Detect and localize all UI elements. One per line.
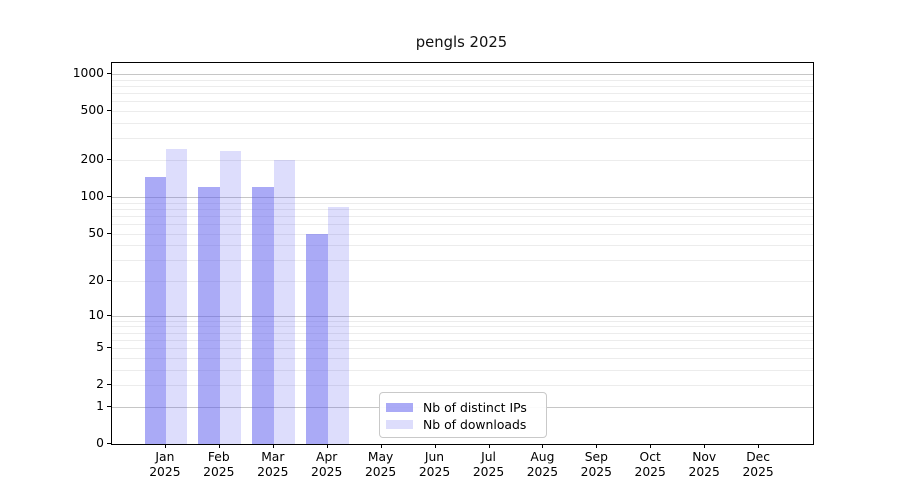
- x-tick-label: Feb 2025: [203, 450, 235, 479]
- y-tick-mark: [107, 347, 111, 349]
- x-tick-label: Mar 2025: [257, 450, 289, 479]
- x-tick-mark: [272, 444, 274, 448]
- y-tick-mark: [107, 73, 111, 74]
- x-tick-label: Jan 2025: [149, 450, 181, 479]
- x-tick-label: Dec 2025: [742, 450, 774, 479]
- gridline-minor: [112, 385, 813, 387]
- x-tick-label: Sep 2025: [580, 450, 612, 479]
- gridline-minor: [112, 260, 813, 262]
- y-tick-label: 100: [80, 188, 104, 203]
- gridline-minor: [112, 101, 813, 103]
- legend-label: Nb of downloads: [423, 416, 527, 432]
- gridline-minor: [112, 111, 813, 113]
- x-tick-label: May 2025: [364, 450, 397, 479]
- bar-distinct-ips-feb: [198, 187, 220, 444]
- gridline-minor: [112, 348, 813, 350]
- y-tick-mark: [107, 314, 111, 316]
- y-tick-mark: [107, 384, 111, 386]
- y-tick-mark: [107, 405, 111, 407]
- y-tick-mark: [107, 280, 111, 281]
- y-tick-mark: [107, 232, 111, 234]
- gridline-minor: [112, 223, 813, 225]
- bar-downloads-feb: [219, 151, 242, 444]
- plot-area: Nb of distinct IPs Nb of downloads: [111, 62, 814, 445]
- bar-distinct-ips-jan: [144, 177, 166, 444]
- y-tick-label: 10: [88, 307, 104, 322]
- legend-swatch-downloads: [386, 419, 413, 429]
- bar-downloads-mar: [273, 160, 296, 444]
- bar-distinct-ips-apr: [306, 233, 328, 444]
- x-tick-mark: [488, 444, 490, 448]
- legend: Nb of distinct IPs Nb of downloads: [379, 392, 547, 438]
- y-tick-label: 200: [80, 152, 104, 166]
- gridline-minor: [112, 320, 813, 322]
- y-tick-label: 1000: [72, 66, 104, 80]
- gridline-minor: [112, 326, 813, 328]
- x-tick-mark: [650, 444, 652, 448]
- x-tick-mark: [218, 444, 220, 448]
- y-tick-mark: [107, 159, 111, 160]
- x-tick-label: Nov 2025: [688, 450, 720, 479]
- y-tick-label: 0: [96, 436, 104, 450]
- y-tick-mark: [107, 443, 111, 444]
- gridline-minor: [112, 245, 813, 247]
- bar-downloads-apr: [327, 206, 350, 444]
- gridline-minor: [112, 93, 813, 95]
- gridline-minor: [112, 281, 813, 282]
- x-tick-mark: [542, 444, 544, 448]
- gridline-major: [112, 315, 813, 317]
- gridline-minor: [112, 369, 813, 371]
- gridline-minor: [112, 357, 813, 359]
- x-tick-label: Oct 2025: [634, 450, 666, 479]
- x-tick-mark: [326, 444, 328, 448]
- legend-swatch-distinct-ips: [386, 402, 413, 412]
- x-tick-mark: [434, 444, 436, 448]
- x-tick-mark: [596, 444, 598, 448]
- legend-label: Nb of distinct IPs: [423, 399, 527, 415]
- y-tick-label: 50: [88, 225, 104, 240]
- x-tick-label: Apr 2025: [311, 450, 343, 479]
- y-tick-mark: [107, 110, 111, 112]
- gridline-major: [112, 74, 813, 75]
- y-tick-label: 2: [96, 377, 104, 392]
- x-tick-label: Jul 2025: [472, 450, 505, 479]
- bar-downloads-jan: [165, 149, 188, 444]
- x-tick-mark: [164, 444, 166, 448]
- y-tick-label: 5: [96, 340, 104, 355]
- x-tick-label: Jun 2025: [418, 450, 451, 479]
- gridline-minor: [112, 233, 813, 235]
- y-tick-mark: [107, 195, 111, 197]
- gridline-minor: [112, 339, 813, 341]
- gridline-minor: [112, 123, 813, 124]
- gridline-minor: [112, 86, 813, 87]
- legend-entry: Nb of distinct IPs: [386, 399, 538, 415]
- gridline-minor: [112, 208, 813, 210]
- gridline-minor: [112, 332, 813, 334]
- x-tick-mark: [704, 444, 706, 448]
- y-tick-label: 20: [88, 273, 104, 287]
- x-tick-label: Aug 2025: [526, 450, 559, 479]
- gridline-minor: [112, 202, 813, 204]
- gridline-minor: [112, 160, 813, 161]
- legend-entry: Nb of downloads: [386, 416, 538, 432]
- x-tick-mark: [380, 444, 382, 448]
- gridline-minor: [112, 138, 813, 140]
- bar-distinct-ips-mar: [252, 187, 274, 444]
- gridline-minor: [112, 215, 813, 217]
- y-tick-label: 500: [80, 103, 104, 118]
- chart-title: pengls 2025: [415, 34, 508, 51]
- y-tick-label: 1: [96, 398, 104, 413]
- gridline-minor: [112, 79, 813, 81]
- gridline-major: [112, 196, 813, 198]
- x-tick-mark: [758, 444, 760, 448]
